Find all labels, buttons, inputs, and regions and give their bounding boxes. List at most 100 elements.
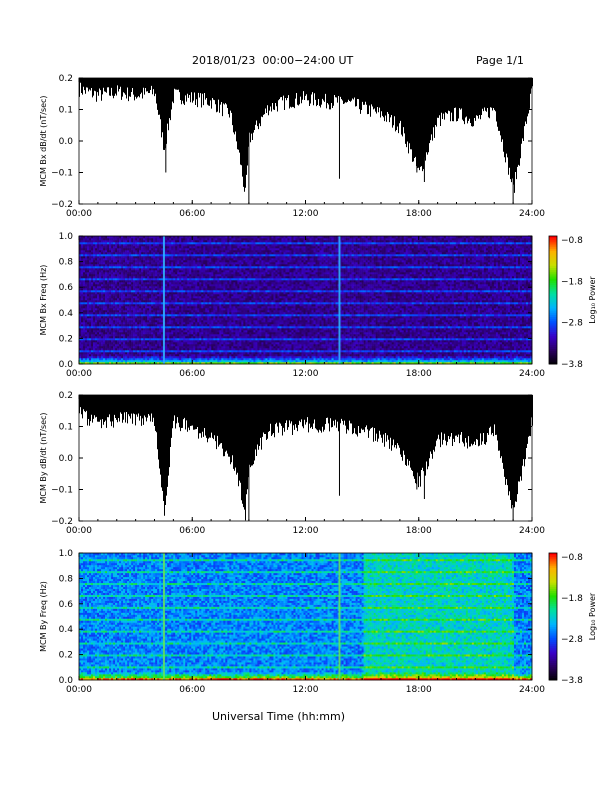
- spectrogram-cell: [151, 250, 154, 253]
- spectrogram-cell: [131, 310, 134, 313]
- spectrogram-cell: [195, 346, 198, 349]
- spectrogram-cell: [157, 346, 160, 349]
- spectrogram-cell: [119, 362, 122, 365]
- spectrogram-cell: [135, 260, 138, 263]
- spectrogram-cell: [111, 238, 114, 241]
- spectrogram-cell: [185, 352, 188, 355]
- spectrogram-cell: [221, 278, 224, 281]
- spectrogram-cell: [91, 268, 94, 271]
- spectrogram-cell: [99, 318, 102, 321]
- spectrogram-cell: [125, 266, 128, 269]
- spectrogram-cell: [85, 250, 88, 253]
- spectrogram-cell: [99, 240, 102, 243]
- spectrogram-cell: [131, 358, 134, 361]
- spectrogram-cell: [175, 266, 178, 269]
- spectrogram-cell: [107, 248, 110, 251]
- spectrogram-cell: [231, 286, 234, 289]
- spectrogram-cell: [173, 236, 176, 239]
- spectrogram-cell: [85, 238, 88, 241]
- spectrogram-cell: [209, 328, 212, 331]
- spectrogram-cell: [221, 326, 224, 329]
- spectrogram-cell: [153, 298, 156, 301]
- spectrogram-cell: [161, 304, 164, 307]
- spectrogram-cell: [191, 342, 194, 345]
- spectrogram-cell: [177, 342, 180, 345]
- spectrogram-cell: [145, 274, 148, 277]
- spectrogram-cell: [133, 316, 136, 319]
- spectrogram-cell: [187, 252, 190, 255]
- spectrogram-cell: [93, 308, 96, 311]
- spectrogram-cell: [87, 342, 90, 345]
- spectrogram-cell: [191, 244, 194, 247]
- spectrogram-cell: [121, 344, 124, 347]
- spectrogram-cell: [187, 262, 190, 265]
- spectrogram-cell: [115, 276, 118, 279]
- spectrogram-cell: [213, 294, 216, 297]
- spectrogram-cell: [207, 358, 210, 361]
- spectrogram-cell: [179, 268, 182, 271]
- spectrogram-cell: [191, 312, 194, 315]
- spectrogram-cell: [99, 252, 102, 255]
- spectrogram-cell: [119, 282, 122, 285]
- spectrogram-cell: [123, 302, 126, 305]
- spectrogram-cell: [81, 362, 84, 365]
- spectrogram-cell: [139, 302, 142, 305]
- spectrogram-cell: [231, 274, 234, 277]
- spectrogram-cell: [93, 292, 96, 295]
- spectrogram-cell: [141, 338, 144, 341]
- spectrogram-cell: [219, 346, 222, 349]
- spectrogram-cell: [201, 320, 204, 323]
- spectrogram-cell: [157, 290, 160, 293]
- spectrogram-cell: [223, 334, 226, 337]
- spectrogram-cell: [115, 274, 118, 277]
- spectrogram-cell: [139, 254, 142, 257]
- spectrogram-cell: [223, 330, 226, 333]
- spectrogram-cell: [165, 272, 168, 275]
- spectrogram-cell: [183, 262, 186, 265]
- spectrogram-cell: [143, 274, 146, 277]
- spectrogram-cell: [141, 278, 144, 281]
- spectrogram-cell: [207, 336, 210, 339]
- spectrogram-cell: [189, 316, 192, 319]
- spectrogram-cell: [131, 236, 134, 239]
- spectrogram-cell: [137, 258, 140, 261]
- spectrogram-cell: [167, 286, 170, 289]
- spectrogram-cell: [87, 294, 90, 297]
- spectrogram-cell: [145, 356, 148, 359]
- spectrogram-cell: [165, 362, 168, 365]
- spectrogram-cell: [135, 270, 138, 273]
- spectrogram-cell: [203, 290, 206, 293]
- spectrogram-cell: [147, 270, 150, 273]
- spectrogram-cell: [203, 260, 206, 263]
- spectrogram-cell: [113, 348, 116, 351]
- spectrogram-cell: [113, 242, 116, 245]
- spectrogram-cell: [205, 294, 208, 297]
- spectrogram-cell: [183, 344, 186, 347]
- x-tick-label: 24:00: [519, 209, 545, 219]
- spectrogram-cell: [207, 318, 210, 321]
- spectrogram-cell: [135, 322, 138, 325]
- spectrogram-cell: [189, 330, 192, 333]
- spectrogram-cell: [85, 274, 88, 277]
- spectrogram-cell: [193, 342, 196, 345]
- spectrogram-cell: [93, 304, 96, 307]
- spectrogram-cell: [87, 356, 90, 359]
- spectrogram-cell: [151, 294, 154, 297]
- spectrogram-cell: [145, 276, 148, 279]
- spectrogram-cell: [83, 240, 86, 243]
- spectrogram-cell: [191, 326, 194, 329]
- spectrogram-cell: [179, 338, 182, 341]
- spectrogram-cell: [115, 326, 118, 329]
- spectrogram-cell: [121, 290, 124, 293]
- spectrogram-cell: [197, 276, 200, 279]
- spectrogram-cell: [143, 334, 146, 337]
- spectrogram-cell: [193, 240, 196, 243]
- spectrogram-cell: [227, 262, 230, 265]
- spectrogram-cell: [203, 324, 206, 327]
- spectrogram-cell: [155, 350, 158, 353]
- spectrogram-cell: [231, 266, 234, 269]
- spectrogram-cell: [213, 352, 216, 355]
- spectrogram-cell: [205, 304, 208, 307]
- spectrogram-cell: [97, 318, 100, 321]
